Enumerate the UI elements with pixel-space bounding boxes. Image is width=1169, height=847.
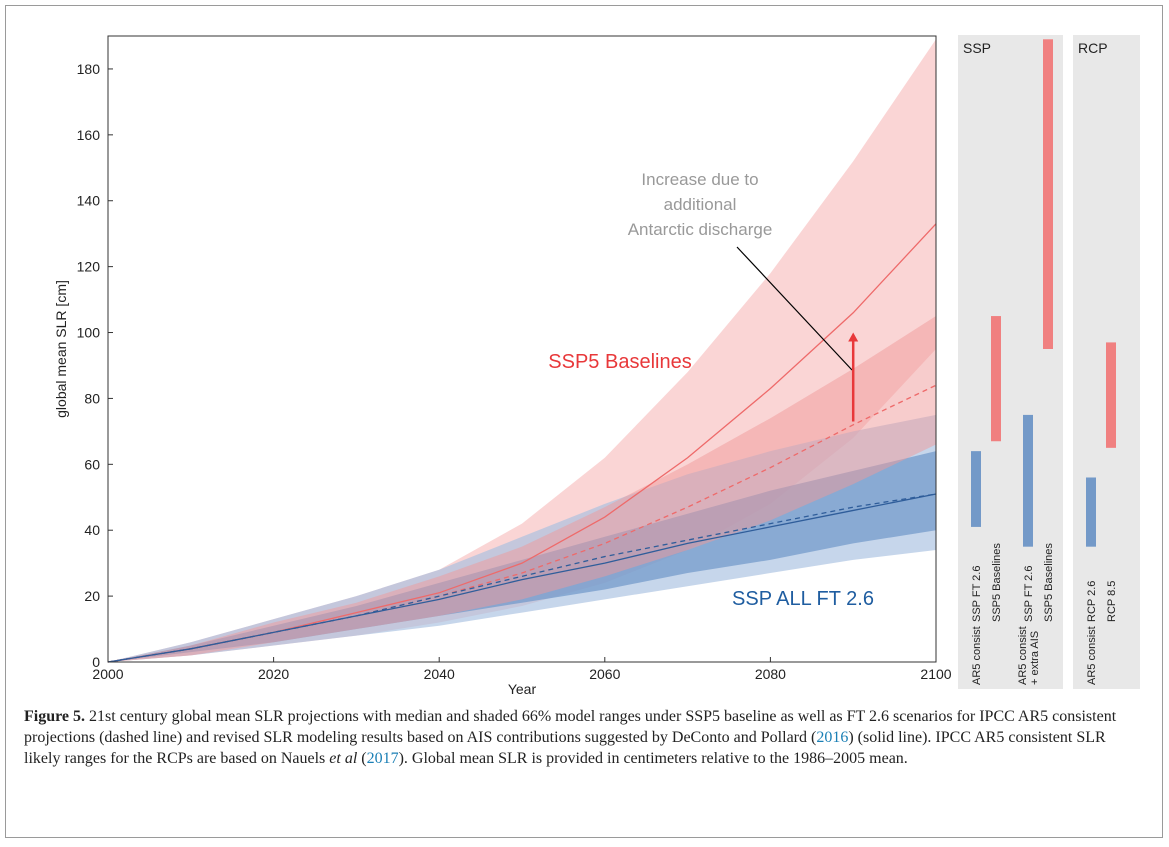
y-tick-label: 20: [84, 588, 100, 604]
annotation: Increase due to: [641, 170, 758, 189]
figure-frame: [5, 5, 1163, 838]
median-line: [107, 493, 937, 663]
bar-label: RCP 2.6: [1086, 581, 1098, 622]
caption-label: Figure 5.: [24, 708, 86, 725]
caption-text: et al: [329, 750, 358, 767]
x-tick-label: 2040: [424, 666, 455, 682]
group-label: + extra AIS: [1029, 631, 1041, 685]
bar-label: SSP FT 2.6: [971, 566, 983, 622]
annotation: Antarctic discharge: [628, 220, 773, 239]
range-bar: [1023, 414, 1033, 547]
y-axis-label: global mean SLR [cm]: [53, 280, 69, 418]
group-label: AR5 consist: [1017, 626, 1029, 685]
y-tick-label: 60: [84, 456, 100, 472]
bar-label: RCP 8.5: [1106, 581, 1118, 622]
bar-label: SSP5 Baselines: [1043, 543, 1055, 622]
group-label: AR5 consist: [971, 626, 983, 685]
x-tick-label: 2080: [755, 666, 786, 682]
x-tick-label: 2100: [920, 666, 951, 682]
annotation: SSP5 Baselines: [548, 351, 691, 373]
range-bar: [1086, 477, 1096, 547]
bar-label: SSP FT 2.6: [1023, 566, 1035, 622]
caption-ref: 2017: [366, 750, 399, 767]
annotation: SSP ALL FT 2.6: [732, 588, 874, 610]
plot-border: [107, 35, 937, 663]
range-bar: [1106, 342, 1116, 448]
y-tick-label: 100: [77, 325, 101, 341]
x-tick-label: 2060: [589, 666, 620, 682]
x-tick-label: 2000: [92, 666, 123, 682]
y-tick-label: 160: [77, 127, 101, 143]
y-tick-label: 140: [77, 193, 101, 209]
annotation-pointer: [736, 246, 853, 371]
bar-label: SSP5 Baselines: [991, 543, 1003, 622]
y-tick-label: 120: [77, 259, 101, 275]
chart: 2000 2020 2040 2060 2080 21000204060801001201…: [53, 35, 1140, 697]
caption-text: (: [357, 750, 367, 767]
caption-text: 21st century global mean SLR projections…: [24, 708, 1117, 746]
caption: Figure 5. 21st century global mean SLR p…: [24, 706, 1144, 769]
range-band: [108, 316, 936, 662]
median-line: [107, 493, 937, 663]
caption-text: ). Global mean SLR is provided in centim…: [398, 750, 908, 767]
median-line: [107, 384, 937, 663]
range-bar: [991, 316, 1001, 442]
panel-title: RCP: [1078, 40, 1108, 56]
caption-text: ) (solid line). IPCC AR5 consistent SLR …: [24, 729, 1106, 767]
y-tick-label: 80: [84, 390, 100, 406]
range-bar: [1043, 39, 1053, 349]
y-tick-label: 180: [77, 61, 101, 77]
panel-title: SSP: [963, 40, 991, 56]
group-label: AR5 consist: [1086, 626, 1098, 685]
y-tick-label: 40: [84, 522, 100, 538]
range-bar: [971, 451, 981, 527]
x-axis-label: Year: [508, 681, 537, 697]
annotation: additional: [664, 195, 737, 214]
y-tick-label: 0: [92, 654, 100, 670]
caption-ref: 2016: [816, 729, 849, 746]
arrow-head: [848, 332, 859, 342]
x-tick-label: 2020: [258, 666, 289, 682]
